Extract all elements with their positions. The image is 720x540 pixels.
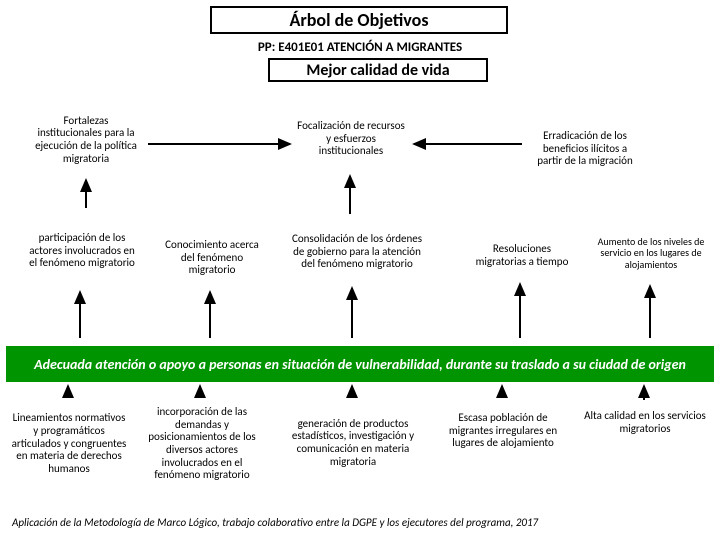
diagram-title: Árbol de Objetivos — [210, 6, 508, 34]
node-r3d: Escasa población de migrantes irregulare… — [440, 398, 566, 464]
diagram-subtitle: PP: E401E01 ATENCIÓN A MIGRANTES — [200, 40, 520, 55]
node-text: Focalización de recursos y esfuerzos ins… — [296, 120, 406, 158]
node-r1b: Focalización de recursos y esfuerzos ins… — [296, 108, 406, 170]
node-text: incorporación de las demandas y posicion… — [142, 406, 262, 482]
goal-text: Mejor calidad de vida — [306, 61, 449, 80]
node-text: Aumento de los niveles de servicio en lo… — [594, 236, 708, 271]
footnote: Aplicación de la Metodología de Marco Ló… — [12, 516, 538, 529]
footnote-text: Aplicación de la Metodología de Marco Ló… — [12, 516, 538, 529]
node-r1c: Erradicación de los beneficios ilícitos … — [530, 118, 640, 180]
node-text: generación de productos estadísticos, in… — [288, 418, 418, 469]
subtitle-text: PP: E401E01 ATENCIÓN A MIGRANTES — [258, 40, 462, 55]
node-text: Consolidación de los órdenes de gobierno… — [288, 233, 426, 271]
goal-box: Mejor calidad de vida — [268, 58, 488, 82]
title-text: Árbol de Objetivos — [289, 9, 428, 31]
node-r2b: Conocimiento acerca del fenómeno migrato… — [160, 230, 264, 286]
node-r3e: Alta calidad en los servicios migratorio… — [584, 406, 706, 440]
node-r3b: incorporación de las demandas y posicion… — [142, 394, 262, 494]
node-r2c: Consolidación de los órdenes de gobierno… — [288, 222, 426, 282]
node-r3c: generación de productos estadísticos, in… — [288, 402, 418, 484]
node-r3a: Lineamientos normativos y programáticos … — [10, 398, 128, 490]
node-text: Conocimiento acerca del fenómeno migrato… — [160, 239, 264, 277]
green-bar-text: Adecuada atención o apoyo a personas en … — [34, 356, 686, 373]
node-text: Erradicación de los beneficios ilícitos … — [530, 130, 640, 168]
green-center-bar: Adecuada atención o apoyo a personas en … — [6, 346, 714, 382]
node-r2a: participación de los actores involucrado… — [28, 216, 136, 286]
node-text: Alta calidad en los servicios migratorio… — [584, 410, 706, 435]
node-text: Resoluciones migratorias a tiempo — [474, 243, 570, 268]
node-r2d: Resoluciones migratorias a tiempo — [474, 234, 570, 278]
node-r2e: Aumento de los niveles de servicio en lo… — [594, 226, 708, 280]
node-text: participación de los actores involucrado… — [28, 232, 136, 270]
node-text: Escasa población de migrantes irregulare… — [440, 412, 566, 450]
node-text: Fortalezas institucionales para la ejecu… — [32, 115, 140, 166]
node-text: Lineamientos normativos y programáticos … — [10, 412, 128, 475]
node-r1a: Fortalezas institucionales para la ejecu… — [32, 104, 140, 176]
